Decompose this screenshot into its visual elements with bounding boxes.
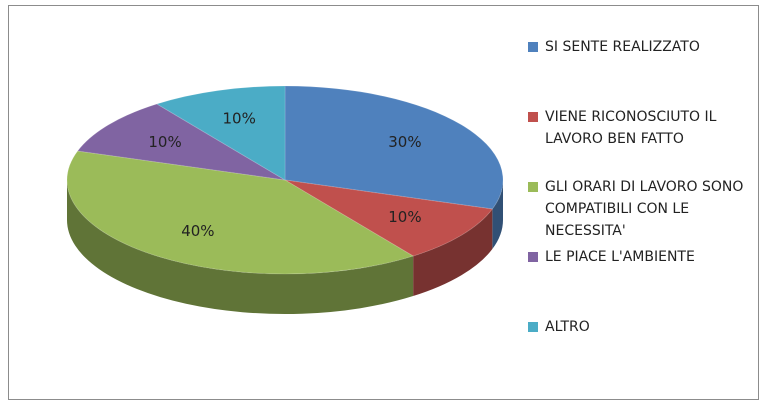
legend-item: VIENE RICONOSCIUTO IL LAVORO BEN FATTO xyxy=(528,106,748,150)
pie-slice-side xyxy=(413,209,493,297)
pie-slice xyxy=(66,150,415,275)
pie-slice xyxy=(284,85,504,210)
legend-item: SI SENTE REALIZZATO xyxy=(528,36,748,58)
pie-slice-side xyxy=(492,180,503,250)
legend-swatch xyxy=(528,42,538,52)
legend-item: GLI ORARI DI LAVORO SONO COMPATIBILI CON… xyxy=(528,176,748,242)
data-label: 40% xyxy=(181,222,214,240)
legend-label: LE PIACE L'AMBIENTE xyxy=(545,249,695,265)
data-label: 10% xyxy=(148,133,181,151)
legend-swatch xyxy=(528,322,538,332)
pie-slice xyxy=(155,85,286,181)
legend-label: SI SENTE REALIZZATO xyxy=(545,39,700,55)
pie-slice xyxy=(76,103,286,181)
chart-frame xyxy=(8,5,759,400)
legend-swatch xyxy=(528,252,538,262)
pie-slice-side xyxy=(67,180,414,314)
data-label: 10% xyxy=(388,208,421,226)
legend-swatch xyxy=(528,112,538,122)
data-label: 30% xyxy=(388,133,421,151)
legend-label: VIENE RICONOSCIUTO IL LAVORO BEN FATTO xyxy=(545,109,717,147)
legend-item: ALTRO xyxy=(528,316,748,338)
data-label: 10% xyxy=(223,110,256,128)
pie-slice xyxy=(284,179,494,257)
legend-label: ALTRO xyxy=(545,319,590,335)
legend-item: LE PIACE L'AMBIENTE xyxy=(528,246,748,268)
legend-label: GLI ORARI DI LAVORO SONO COMPATIBILI CON… xyxy=(545,179,744,239)
legend-swatch xyxy=(528,182,538,192)
